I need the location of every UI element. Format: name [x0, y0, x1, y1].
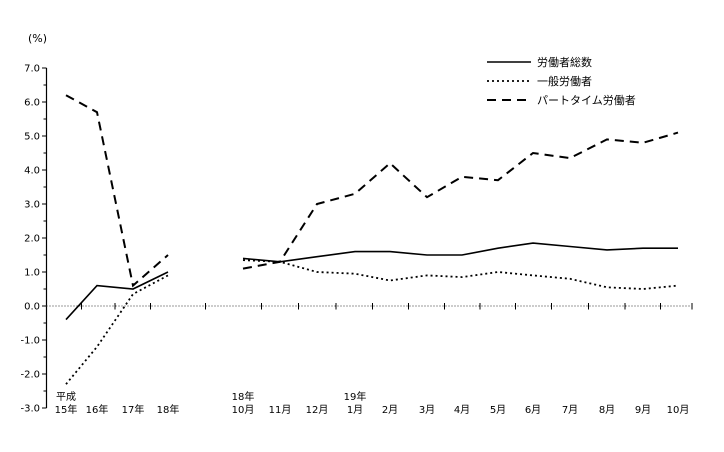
x-tick-label: 17年: [122, 403, 145, 416]
y-tick-label: 2.0: [24, 234, 40, 245]
series-line-monthly: [242, 131, 679, 270]
y-tick-label: 7.0: [24, 64, 40, 75]
x-tick-label: 2月: [382, 404, 398, 416]
x-tick-label: 6月: [525, 404, 541, 416]
series-line-monthly: [242, 259, 679, 290]
y-tick-label: 1.0: [24, 268, 40, 279]
x-tick-label: 10月: [667, 404, 690, 416]
unit-label: (%): [28, 32, 47, 45]
x-tick-label: 16年: [86, 403, 109, 416]
x-tick-label-era: 19年: [344, 390, 367, 403]
y-tick-label: -1.0: [20, 336, 40, 347]
y-tick-label: 3.0: [24, 200, 40, 211]
legend-label: 労働者総数: [537, 55, 592, 69]
x-tick-label: 18年: [157, 403, 180, 416]
x-tick-label: 12月: [306, 404, 329, 416]
series-line-monthly: [242, 242, 678, 263]
y-axis: 7.0 6.0 5.0 4.0 3.0 2.0 1.0 0.0 -1.0 -2.0 -3.0: [20, 64, 48, 415]
x-tick-label: 7月: [562, 404, 578, 416]
legend-label: 一般労働者: [537, 74, 592, 88]
y-tick-label: 4.0: [24, 166, 40, 177]
x-tick-label: 5月: [490, 404, 506, 416]
y-tick-label: 6.0: [24, 98, 40, 109]
series-line-annual: [65, 94, 169, 288]
x-tick-label: 15年: [55, 403, 78, 416]
legend-label: パートタイム労働者: [537, 93, 636, 107]
x-tick-label: 9月: [635, 404, 651, 416]
y-tick-label: -2.0: [20, 370, 40, 381]
y-tick-label: -3.0: [20, 404, 40, 415]
series-lines: [65, 94, 679, 385]
x-tick-label-era: 18年: [232, 390, 255, 403]
x-tick-label: 11月: [269, 404, 292, 416]
y-tick-label: 0.0: [24, 302, 40, 313]
series-line-annual: [65, 274, 169, 385]
series-line-annual: [65, 271, 169, 321]
x-tick-label-era: 平成: [56, 391, 76, 403]
x-tick-label: 1月: [347, 404, 363, 416]
zero-baseline: [46, 303, 693, 310]
x-tick-label: 3月: [419, 404, 435, 416]
y-tick-label: 5.0: [24, 132, 40, 143]
x-tick-label: 10月: [232, 404, 255, 416]
x-tick-label: 8月: [599, 404, 615, 416]
x-tick-label: 4月: [454, 404, 470, 416]
